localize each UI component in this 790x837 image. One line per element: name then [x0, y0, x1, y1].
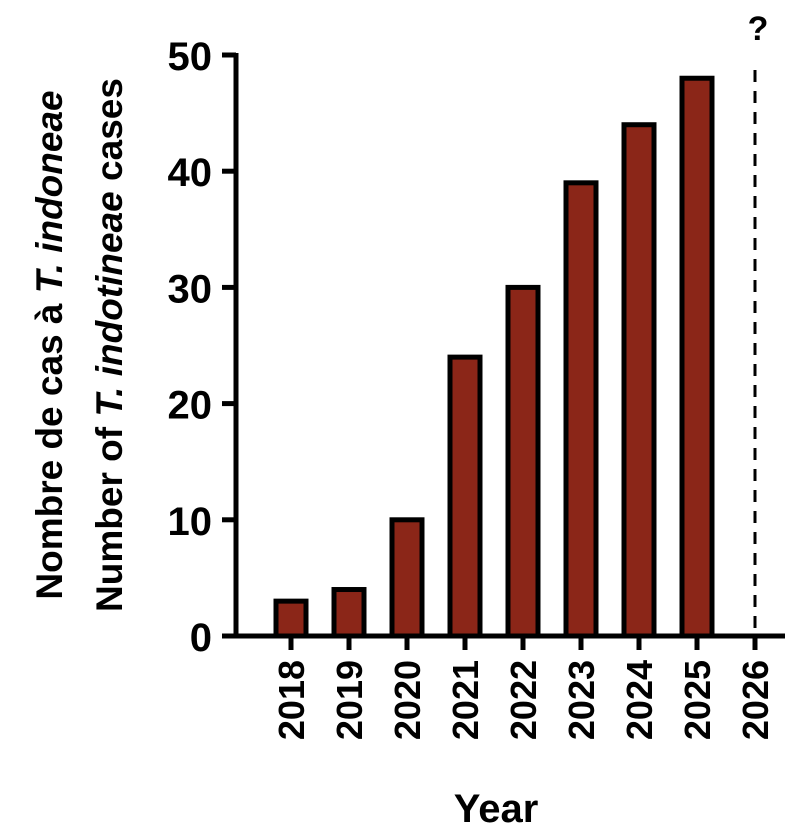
bar-2020	[389, 517, 425, 639]
projected-marker-label: ?	[748, 10, 769, 48]
y-axis-title: Number of T. indotineae cases	[89, 78, 130, 612]
x-tick-label-2020: 2020	[387, 660, 428, 740]
x-tick-label-2025: 2025	[677, 660, 718, 740]
x-tick-label-2023: 2023	[561, 660, 602, 740]
y-tick-label-0: 0	[190, 616, 212, 660]
y-tick-label-30: 30	[168, 267, 213, 311]
y-axis-title-italic: T. indotineae	[89, 191, 130, 416]
y-axis-title-fr: Nombre de cas à T. indoneae	[29, 90, 70, 599]
y-tick-label-10: 10	[168, 500, 213, 544]
bar-2021	[447, 354, 483, 639]
ticks-group: ? 0 10 20 30 40 50 2018 2019 2020 2021 2022 2023 2024…	[168, 10, 777, 740]
y-axis-title-prefix: Number of	[89, 417, 130, 612]
y-axis-title-fr-plain: Nombre de cas à	[29, 293, 70, 599]
x-tick-label-2026: 2026	[735, 660, 776, 740]
x-tick-label-2024: 2024	[619, 660, 660, 740]
bar-2023	[563, 180, 599, 639]
bars-group	[273, 70, 757, 639]
y-tick-label-50: 50	[168, 35, 213, 79]
y-tick-label-40: 40	[168, 151, 213, 195]
labels-group: Year Nombre de cas à T. indoneae Number …	[29, 78, 538, 831]
x-axis-title: Year	[454, 787, 539, 831]
y-tick-label-20: 20	[168, 384, 213, 428]
x-tick-label-2018: 2018	[271, 660, 312, 740]
bar-2022	[505, 284, 541, 639]
y-axis-title-fr-italic: T. indoneae	[29, 90, 70, 293]
bar-2024	[621, 122, 657, 639]
y-axis-title-suffix: cases	[89, 78, 130, 191]
axes-group	[233, 53, 785, 639]
bar-2019	[331, 587, 367, 639]
x-tick-label-2022: 2022	[503, 660, 544, 740]
x-tick-label-2021: 2021	[445, 660, 486, 740]
bar-2025	[679, 75, 715, 639]
x-tick-label-2019: 2019	[329, 660, 370, 740]
bar-2018	[273, 598, 309, 639]
